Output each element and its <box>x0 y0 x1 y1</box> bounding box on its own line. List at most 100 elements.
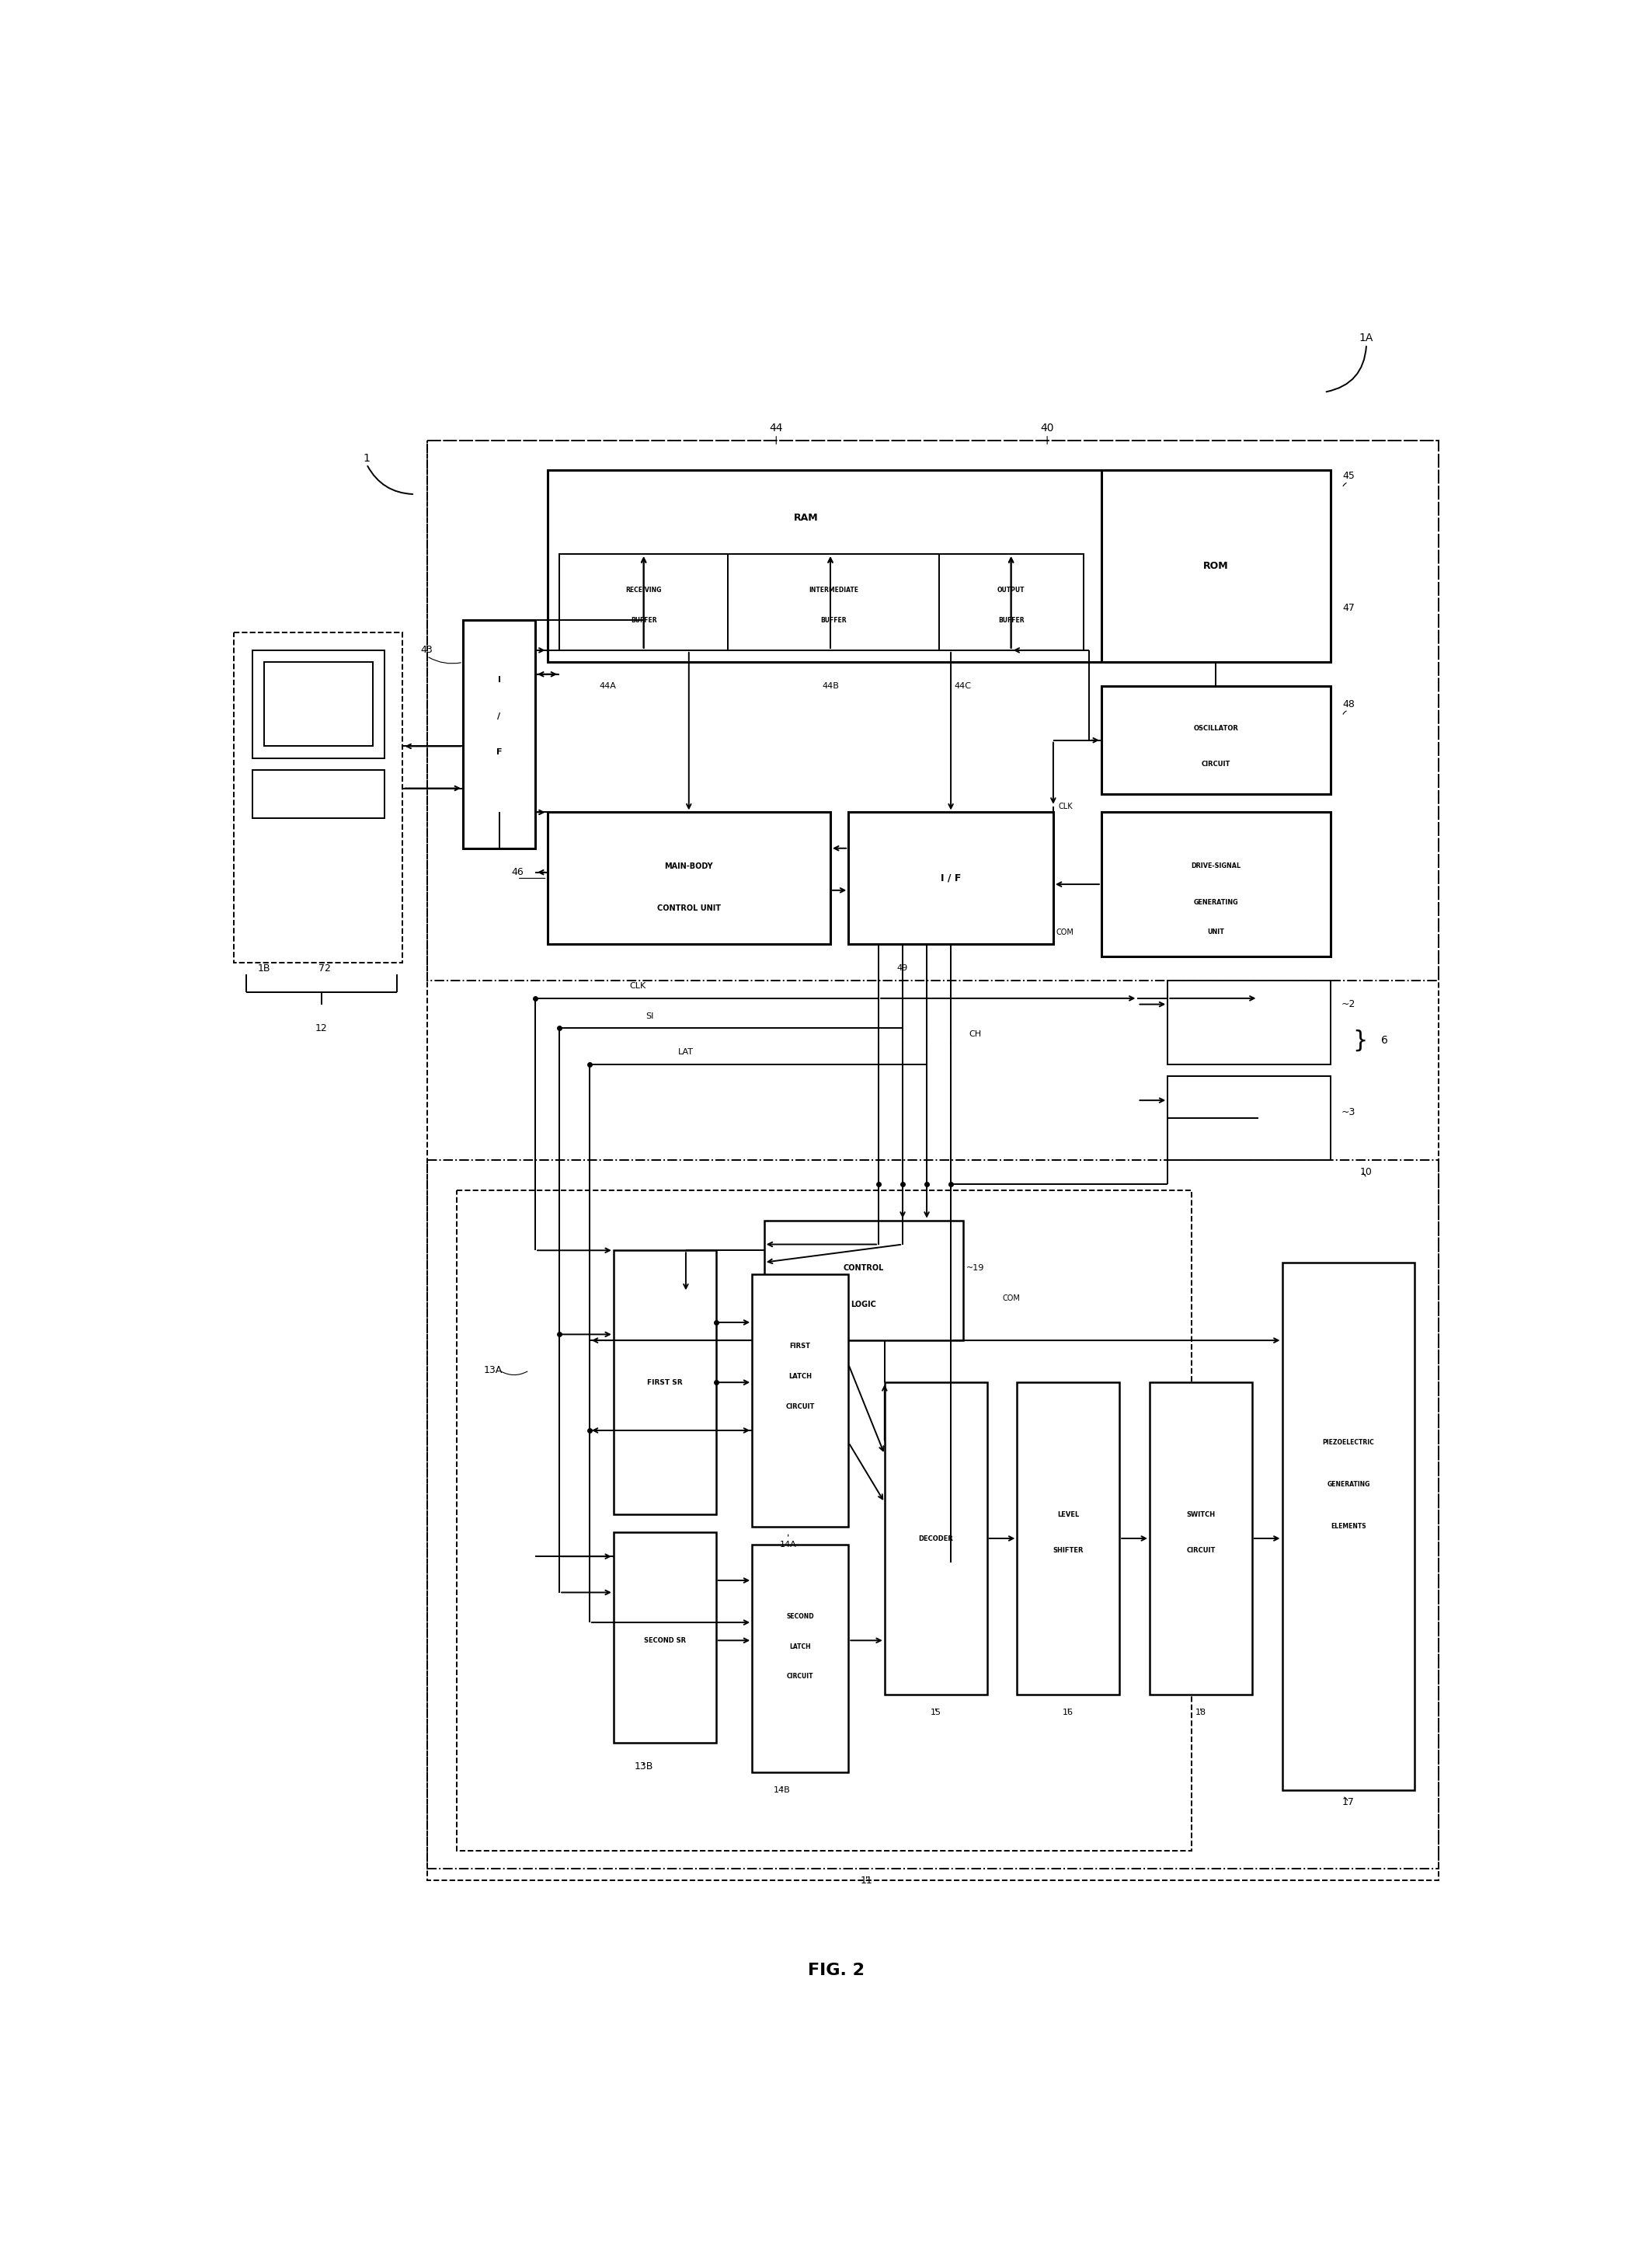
Text: 49: 49 <box>898 964 907 973</box>
Text: CONTROL UNIT: CONTROL UNIT <box>658 905 721 912</box>
Text: DRIVE-SIGNAL: DRIVE-SIGNAL <box>1191 862 1240 871</box>
Text: 45: 45 <box>1342 472 1355 481</box>
Text: 12: 12 <box>315 1023 328 1034</box>
Text: 14B: 14B <box>774 1787 790 1794</box>
Text: 10: 10 <box>1359 1168 1373 1177</box>
Text: ~3: ~3 <box>1342 1107 1356 1118</box>
Text: ~19: ~19 <box>966 1266 984 1272</box>
Bar <box>463 619 535 848</box>
Text: 1A: 1A <box>1359 333 1374 345</box>
Text: GENERATING: GENERATING <box>1327 1481 1369 1488</box>
Bar <box>1167 980 1330 1064</box>
Text: CLK: CLK <box>630 982 646 991</box>
Text: RECEIVING: RECEIVING <box>625 587 661 594</box>
Bar <box>1017 1383 1120 1694</box>
Text: 16: 16 <box>1062 1708 1074 1717</box>
Text: DECODER: DECODER <box>919 1535 953 1542</box>
Text: SECOND: SECOND <box>787 1613 814 1619</box>
Text: CLK: CLK <box>1058 803 1072 810</box>
Bar <box>614 1533 716 1742</box>
Text: GENERATING: GENERATING <box>1193 898 1239 905</box>
Text: ~2: ~2 <box>1342 1000 1356 1009</box>
Bar <box>547 812 831 943</box>
Text: F: F <box>496 748 503 755</box>
Text: ELEMENTS: ELEMENTS <box>1330 1522 1366 1531</box>
Bar <box>728 553 938 651</box>
Text: 44A: 44A <box>599 683 615 689</box>
Text: 44B: 44B <box>823 683 839 689</box>
Text: MAIN-BODY: MAIN-BODY <box>664 862 713 871</box>
Bar <box>233 633 403 962</box>
Text: INTERMEDIATE: INTERMEDIATE <box>808 587 858 594</box>
Bar <box>752 1275 849 1526</box>
Text: 11: 11 <box>860 1876 873 1885</box>
Text: /: / <box>498 712 501 721</box>
Text: CIRCUIT: CIRCUIT <box>1186 1547 1216 1554</box>
Bar <box>253 771 385 819</box>
Bar <box>560 553 728 651</box>
Bar <box>1102 812 1330 957</box>
Text: CIRCUIT: CIRCUIT <box>1201 760 1231 769</box>
Text: 48: 48 <box>1342 699 1355 710</box>
Text: BUFFER: BUFFER <box>821 617 847 624</box>
Text: 46: 46 <box>511 866 524 878</box>
Text: 1: 1 <box>364 454 370 463</box>
Bar <box>614 1250 716 1515</box>
Text: LEVEL: LEVEL <box>1058 1510 1079 1517</box>
Bar <box>428 440 1439 980</box>
Text: I: I <box>498 676 501 685</box>
Text: SWITCH: SWITCH <box>1186 1510 1216 1517</box>
Text: LOGIC: LOGIC <box>850 1300 876 1309</box>
Bar <box>428 440 1439 1880</box>
Text: 15: 15 <box>930 1708 942 1717</box>
Bar <box>885 1383 987 1694</box>
Text: 18: 18 <box>1195 1708 1206 1717</box>
Text: LATCH: LATCH <box>790 1642 811 1649</box>
Bar <box>1102 469 1330 662</box>
Text: 1B: 1B <box>258 964 271 973</box>
Text: 72: 72 <box>318 964 331 973</box>
Text: BUFFER: BUFFER <box>999 617 1025 624</box>
Text: 44C: 44C <box>955 683 971 689</box>
Text: ROM: ROM <box>1203 560 1229 572</box>
Text: I / F: I / F <box>940 873 961 882</box>
Text: CONTROL: CONTROL <box>844 1266 885 1272</box>
Text: UNIT: UNIT <box>1208 930 1224 937</box>
Bar <box>457 1191 1191 1851</box>
Text: FIG. 2: FIG. 2 <box>808 1962 865 1978</box>
Text: 13B: 13B <box>635 1762 653 1771</box>
Text: OSCILLATOR: OSCILLATOR <box>1193 726 1239 733</box>
Text: SECOND SR: SECOND SR <box>643 1637 685 1644</box>
Text: COM: COM <box>1002 1295 1020 1302</box>
Text: CH: CH <box>969 1030 981 1039</box>
Text: OUTPUT: OUTPUT <box>997 587 1025 594</box>
Bar <box>1149 1383 1252 1694</box>
Text: 40: 40 <box>1041 422 1054 433</box>
Text: FIRST SR: FIRST SR <box>646 1379 682 1386</box>
Text: LAT: LAT <box>677 1048 694 1057</box>
Bar <box>849 812 1053 943</box>
Bar <box>1102 687 1330 794</box>
Bar <box>938 553 1084 651</box>
Text: 17: 17 <box>1342 1799 1355 1808</box>
Text: FIRST: FIRST <box>790 1343 811 1349</box>
Text: CIRCUIT: CIRCUIT <box>787 1674 814 1681</box>
Text: COM: COM <box>1056 928 1074 937</box>
Bar <box>752 1545 849 1774</box>
Text: BUFFER: BUFFER <box>630 617 656 624</box>
Text: PIEZOELECTRIC: PIEZOELECTRIC <box>1322 1438 1374 1447</box>
Bar <box>264 662 372 746</box>
Text: LATCH: LATCH <box>788 1372 811 1379</box>
Text: CIRCUIT: CIRCUIT <box>785 1404 814 1411</box>
Bar <box>547 469 1209 662</box>
Text: 44: 44 <box>769 422 783 433</box>
Text: 13A: 13A <box>483 1365 503 1374</box>
Bar <box>1283 1263 1415 1789</box>
Text: 6: 6 <box>1381 1034 1387 1046</box>
Bar <box>428 1161 1439 1869</box>
Text: SI: SI <box>646 1012 654 1021</box>
Text: 14A: 14A <box>780 1540 796 1549</box>
Bar <box>1167 1077 1330 1161</box>
Text: RAM: RAM <box>795 513 819 524</box>
Text: 43: 43 <box>421 644 432 655</box>
